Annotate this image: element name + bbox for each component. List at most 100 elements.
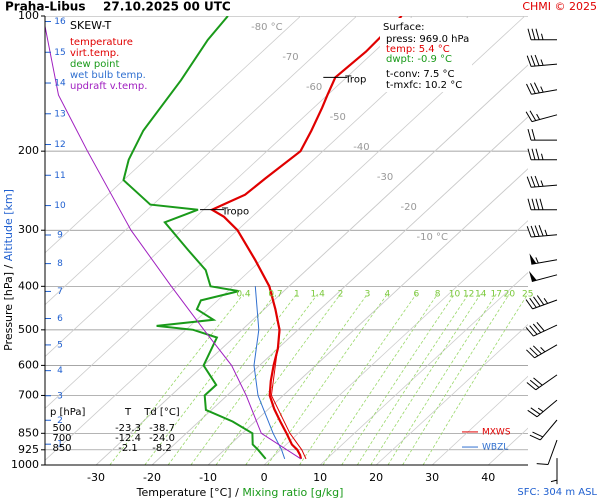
isotherm [375, 323, 528, 465]
wind-barb-staff [527, 148, 557, 161]
x-tick-label: -10 [199, 471, 217, 484]
x-tick-label: -30 [87, 471, 105, 484]
surface-press: press: 969.0 hPa [386, 34, 469, 45]
mixing-ratio-label: 6 [413, 290, 419, 300]
profile-line [122, 16, 267, 460]
wind-barb-staff [525, 295, 558, 310]
altitude-tick-label: 4 [57, 366, 63, 376]
mixing-ratio-label: 14 [475, 290, 487, 300]
mixing-ratio-label: 4 [385, 290, 391, 300]
wind-barb-staff [529, 419, 558, 441]
altitude-tick-label: 16 [54, 17, 66, 27]
wind-barb [527, 128, 557, 141]
profile-line [253, 286, 286, 460]
x-label-secondary: Mixing ratio [g/kg] [242, 486, 343, 499]
wind-barb [529, 419, 558, 441]
profiles [45, 16, 403, 460]
mixing-ratio-label: 20 [504, 290, 516, 300]
surface-tconv: t-conv: 7.5 °C [386, 69, 454, 80]
wind-barb [527, 148, 557, 161]
credit: CHMI © 2025 [522, 0, 597, 13]
legend-entry: wet bulb temp. [70, 70, 146, 81]
mixing-ratio-line [299, 293, 417, 465]
mixing-ratio-line [370, 293, 482, 465]
x-tick-label: 20 [369, 471, 383, 484]
altitude-tick-label: 11 [54, 171, 65, 181]
y-tick-label: 400 [18, 279, 39, 292]
wind-barb-staff [527, 128, 557, 141]
wind-barb-staff [525, 321, 558, 337]
mixing-ratio-line [422, 293, 528, 465]
mixing-ratio-line [322, 293, 438, 465]
x-tick-label: -20 [143, 471, 161, 484]
isotherm [431, 375, 528, 465]
isotherm [95, 64, 528, 465]
y-tick-label: 850 [18, 426, 39, 439]
altitude-tick-label: 15 [54, 48, 65, 58]
mixing-ratio-line [167, 293, 298, 465]
altitude-tick-label: 7 [57, 287, 63, 297]
x-tick-label: 10 [313, 471, 327, 484]
isotherm [151, 116, 528, 465]
isotherm-label: -60 [306, 82, 322, 93]
mixing-ratio-line [109, 293, 244, 465]
surface-box [380, 18, 472, 92]
altitude-tick-label: 13 [54, 109, 65, 119]
wind-barb [526, 82, 558, 95]
mixing-ratio-line [245, 293, 368, 465]
altitude-tick-label: 3 [57, 391, 63, 401]
wind-barb-staff [527, 28, 557, 41]
table-cell: 850 [52, 443, 71, 454]
table-cell: -8.2 [152, 443, 172, 454]
surface-tmxfc: t-mxfc: 10.2 °C [386, 80, 462, 91]
y-tick-label: 500 [18, 323, 39, 336]
mixing-ratio-line [144, 293, 276, 465]
table-header: T [124, 407, 132, 418]
mixing-ratio-label: 3 [365, 290, 371, 300]
wind-barb-staff [527, 198, 557, 211]
wind-barb [529, 270, 558, 282]
wind-barb-staff [526, 225, 558, 238]
mixing-ratio-line [402, 293, 510, 465]
mixing-ratio-label: 8 [435, 290, 441, 300]
mixing-ratio-label: 25 [522, 290, 533, 300]
wind-barb-staff [527, 399, 558, 418]
wind-barb [529, 253, 558, 265]
foreground: 1002003004005006007008509251000123456789… [11, 9, 558, 485]
isotherm [319, 271, 528, 465]
y-tick-label: 925 [18, 443, 39, 456]
chart-title: Praha-Libus [5, 0, 85, 14]
isotherm-label: -70 [282, 52, 298, 63]
y-label: Pressure [hPa] [2, 272, 15, 351]
wind-barb [527, 28, 557, 41]
x-tick-label: 30 [425, 471, 439, 484]
altitude-tick-label: 2 [57, 416, 63, 426]
altitude-tick-label: 9 [57, 230, 63, 240]
table-header: p [hPa] [50, 407, 85, 418]
chart-subtitle: 27.10.2025 00 UTC [103, 0, 231, 14]
wind-barb-pennant [529, 253, 537, 265]
tropopause-label: Tropo [221, 207, 249, 218]
wind-barb-pennant [529, 270, 537, 282]
wind-barb-staff [526, 374, 558, 391]
wind-barb [526, 344, 558, 359]
isotherm-label: -10 °C [417, 232, 449, 243]
isotherm [263, 220, 528, 465]
wind-barb-staff [526, 82, 558, 95]
legend-entry: temperature [70, 37, 133, 48]
mixing-ratio-label: 1 [294, 290, 300, 300]
table-cell: -38.7 [149, 423, 175, 434]
wind-barb [526, 175, 558, 188]
wind-barb [550, 458, 558, 485]
y-tick-label: 600 [18, 358, 39, 371]
wind-barb-staff [525, 110, 558, 123]
wind-barb [526, 54, 558, 67]
table-cell: -2.1 [118, 443, 138, 454]
wind-barb-staff [526, 54, 558, 67]
level-label: WBZL [482, 443, 508, 453]
wind-barb [526, 225, 558, 238]
table-header: Td [°C] [143, 407, 180, 418]
wind-barb-staff [526, 344, 558, 359]
mixing-ratio-label: 12 [463, 290, 474, 300]
table-cell: -23.3 [115, 423, 141, 434]
